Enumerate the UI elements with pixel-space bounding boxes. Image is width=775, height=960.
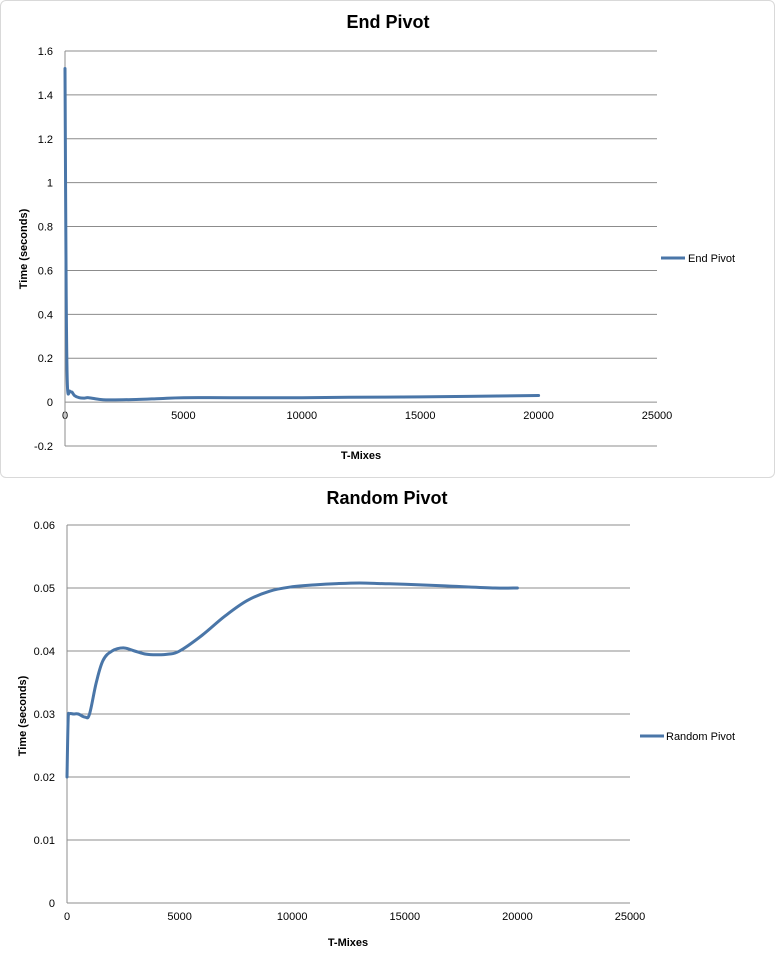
- end-pivot-chart: End Pivot -0.2 0 0.2 0.4 0.6 0.8 1 1.2 1.4 1.6 0 5…: [18, 12, 735, 462]
- series-line-1: [65, 581, 519, 779]
- y-axis-label: Time (seconds): [17, 675, 29, 756]
- y-tick-label: 0: [47, 397, 53, 409]
- x-tick-label: 0: [64, 911, 70, 923]
- y-tick-label: 1.4: [38, 90, 53, 102]
- random-pivot-chart-panel: Random Pivot 0 0.01 0.02 0.03 0.04 0.05 0.06 0…: [0, 480, 775, 960]
- series-lines: [63, 67, 541, 402]
- x-tick-label: 25000: [615, 911, 646, 923]
- series-line-1: [63, 67, 541, 402]
- series-lines: [65, 581, 519, 779]
- x-tick-labels: 0 5000 10000 15000 20000 25000: [64, 911, 645, 923]
- chart-title: Random Pivot: [326, 488, 447, 508]
- legend-label: End Pivot: [688, 253, 735, 265]
- x-tick-label: 10000: [287, 410, 318, 422]
- y-tick-label: 0.8: [38, 222, 53, 234]
- y-tick-labels: -0.2 0 0.2 0.4 0.6 0.8 1 1.2 1.4 1.6: [34, 46, 53, 453]
- x-tick-label: 20000: [523, 410, 554, 422]
- end-pivot-chart-panel: End Pivot -0.2 0 0.2 0.4 0.6 0.8 1 1.2 1.4 1.6 0 5…: [0, 0, 775, 478]
- gridlines: [67, 524, 630, 904]
- legend-label: Random Pivot: [666, 731, 735, 743]
- chart-title: End Pivot: [346, 12, 429, 32]
- x-tick-label: 15000: [405, 410, 436, 422]
- x-tick-label: 5000: [167, 911, 191, 923]
- x-axis-label: T-Mixes: [341, 450, 381, 462]
- y-tick-label: 0.04: [34, 646, 55, 658]
- x-tick-label: 5000: [171, 410, 195, 422]
- y-tick-label: 1: [47, 178, 53, 190]
- y-tick-label: 0.05: [34, 583, 55, 595]
- y-tick-label: 1.2: [38, 134, 53, 146]
- random-pivot-chart: Random Pivot 0 0.01 0.02 0.03 0.04 0.05 0.06 0…: [17, 488, 735, 949]
- y-tick-label: -0.2: [34, 441, 53, 453]
- y-tick-label: 0.06: [34, 520, 55, 532]
- x-axis-label: T-Mixes: [328, 937, 368, 949]
- y-tick-label: 0.03: [34, 709, 55, 721]
- gridlines: [65, 50, 657, 447]
- y-tick-label: 0.01: [34, 835, 55, 847]
- x-tick-label: 15000: [390, 911, 421, 923]
- y-tick-label: 0: [49, 898, 55, 910]
- x-tick-label: 10000: [277, 911, 308, 923]
- y-tick-label: 0.6: [38, 265, 53, 277]
- x-tick-label: 20000: [502, 911, 533, 923]
- y-axis-label: Time (seconds): [18, 208, 30, 289]
- y-tick-labels: 0 0.01 0.02 0.03 0.04 0.05 0.06: [34, 520, 55, 910]
- y-tick-label: 1.6: [38, 46, 53, 58]
- y-tick-label: 0.4: [38, 309, 53, 321]
- y-tick-label: 0.02: [34, 772, 55, 784]
- legend: Random Pivot: [640, 731, 735, 743]
- y-tick-label: 0.2: [38, 353, 53, 365]
- legend: End Pivot: [661, 253, 735, 265]
- x-tick-label: 25000: [642, 410, 673, 422]
